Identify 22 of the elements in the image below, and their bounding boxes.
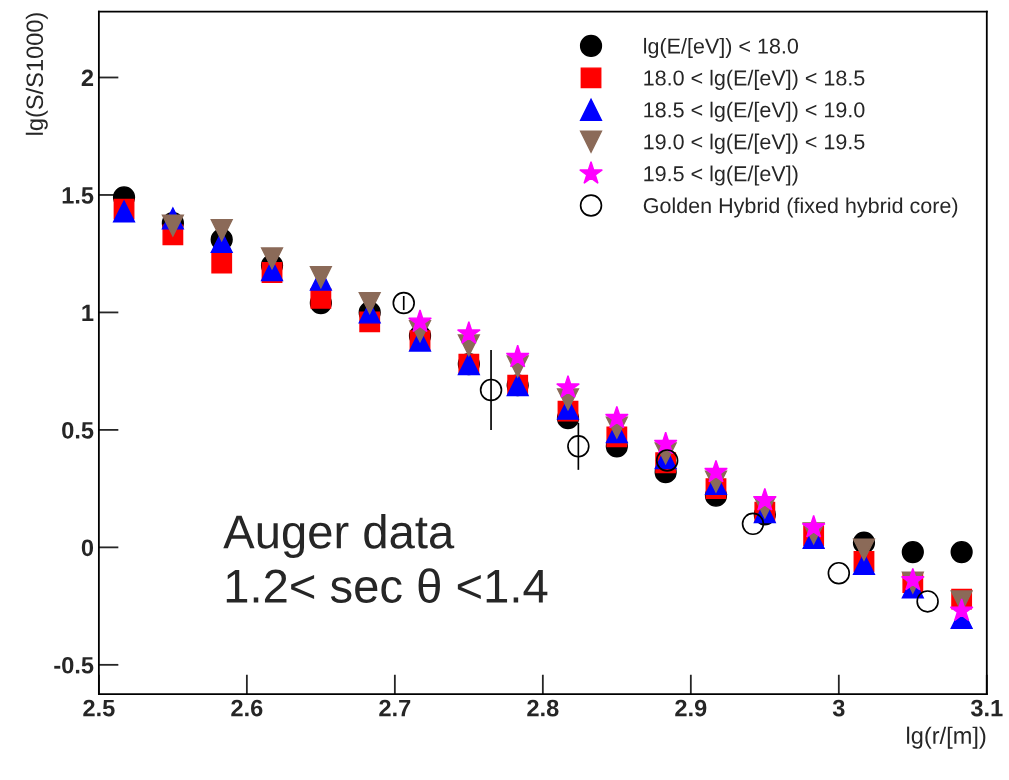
y-tick-label: 1.5: [62, 187, 94, 204]
legend-label: 19.5 < lg(E/[eV]): [644, 165, 798, 186]
legend-label: 18.5 < lg(E/[eV]) < 19.0: [644, 101, 865, 122]
y-tick-label: 0: [81, 539, 94, 557]
legend-label: Golden Hybrid (fixed hybrid core): [643, 197, 958, 218]
x-tick-label: 2.6: [231, 699, 263, 717]
y-tick-label: 2: [81, 69, 94, 87]
legend-label: 18.0 < lg(E/[eV]) < 18.5: [644, 69, 865, 90]
x-tick-label: 2.9: [675, 699, 707, 717]
x-tick-label: 2.7: [379, 699, 411, 717]
y-axis-title: lg(S/S1000): [25, 13, 48, 135]
x-tick-label: 2.5: [83, 699, 115, 717]
x-tick-label: 3.1: [970, 699, 1003, 717]
x-tick-label: 3: [832, 699, 845, 717]
legend-label: lg(E/[eV]) < 18.0: [644, 37, 799, 58]
y-tick-label: 1: [82, 304, 94, 321]
y-tick-label: 0.5: [62, 421, 94, 439]
x-axis-title: lg(r/[m]): [907, 726, 986, 749]
x-tick-label: 2.8: [527, 699, 559, 717]
legend-label: 19.0 < lg(E/[eV]) < 19.5: [644, 133, 865, 154]
annotation: Auger data 1.2< sec θ <1.4: [223, 513, 548, 603]
y-tick-label: -0.5: [54, 656, 94, 674]
